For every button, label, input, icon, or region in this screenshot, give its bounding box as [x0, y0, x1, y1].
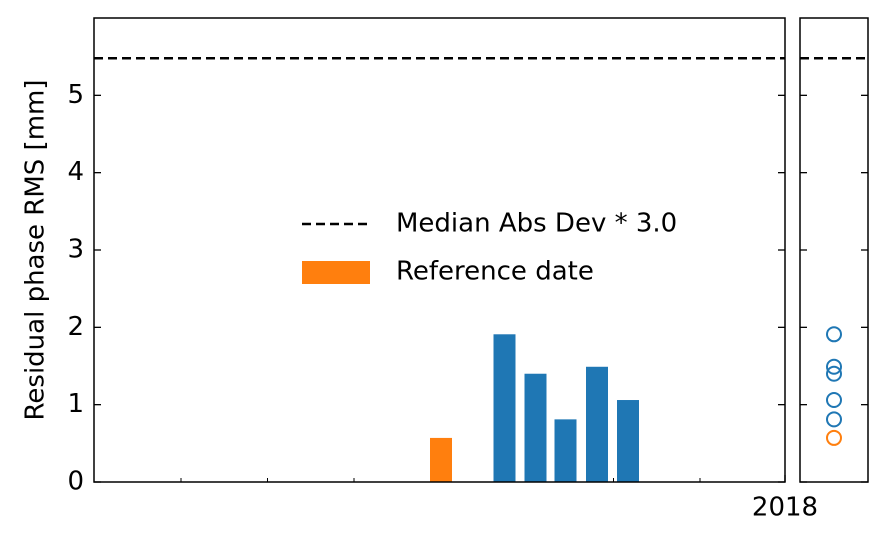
- bar: [524, 373, 547, 482]
- legend-patch: [302, 261, 370, 284]
- side-marker: [826, 429, 842, 446]
- legend-label: Median Abs Dev * 3.0: [396, 209, 677, 239]
- y-tick-label: 1: [67, 389, 84, 419]
- axes-frame: [93, 17, 786, 483]
- bar: [617, 400, 639, 482]
- y-tick-label: 5: [67, 80, 84, 110]
- y-axis-label: Residual phase RMS [mm]: [21, 80, 51, 421]
- bar: [554, 419, 577, 482]
- x-tick-label: 2018: [752, 493, 818, 523]
- bar: [493, 334, 516, 482]
- legend-label: Reference date: [396, 257, 594, 287]
- y-tick-label: 2: [67, 312, 84, 342]
- bar: [430, 437, 452, 482]
- y-tick-label: 3: [67, 235, 84, 265]
- bar: [586, 366, 608, 482]
- side-axes-frame: [799, 17, 869, 483]
- side-marker: [826, 392, 842, 409]
- side-marker: [826, 365, 842, 382]
- side-marker: [826, 358, 842, 375]
- y-tick-label: 4: [67, 157, 84, 187]
- y-tick-label: 0: [67, 467, 84, 497]
- side-marker: [826, 326, 842, 343]
- side-marker: [826, 411, 842, 428]
